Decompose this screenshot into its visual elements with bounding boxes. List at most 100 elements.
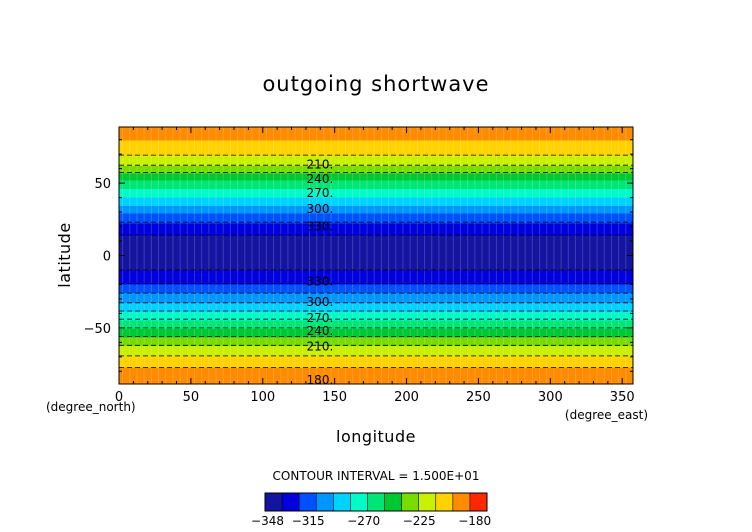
contour-band <box>119 138 633 141</box>
contour-band <box>119 209 633 212</box>
plot-area <box>119 127 633 385</box>
contour-band <box>119 274 633 277</box>
contour-band <box>119 372 633 375</box>
contour-band <box>119 229 633 232</box>
contour-band <box>119 269 633 272</box>
contour-band <box>119 131 633 134</box>
contour-band <box>119 246 633 249</box>
contour-band <box>119 132 633 135</box>
contour-band <box>119 172 633 175</box>
contour-band <box>119 322 633 325</box>
x-unit-label: (degree_east) <box>565 408 648 422</box>
contour-band <box>119 346 633 349</box>
contour-band <box>119 252 633 255</box>
contour-band <box>119 231 633 234</box>
contour-band <box>119 228 633 231</box>
contour-band <box>119 286 633 289</box>
y-axis: 50 0 −50 <box>84 139 633 372</box>
x-tick-label: 200 <box>394 390 419 405</box>
contour-band <box>119 271 633 274</box>
colorbar-labels: −348 −315 −270 −225 −180 <box>251 514 491 528</box>
contour-band <box>119 149 633 152</box>
contour-band <box>119 226 633 229</box>
contour-band <box>119 266 633 269</box>
contour-band <box>119 238 633 241</box>
contour-band <box>119 182 633 185</box>
contour-band <box>119 145 633 148</box>
contour-lines <box>119 154 633 368</box>
colorbar-tick-label: −180 <box>458 514 491 528</box>
contour-band <box>119 185 633 188</box>
x-tick-label: 300 <box>538 390 563 405</box>
contour-band <box>119 255 633 258</box>
colorbar-frame <box>264 492 488 512</box>
contour-band <box>119 352 633 355</box>
contour-band <box>119 214 633 217</box>
contour-band <box>119 381 633 384</box>
contour-band <box>119 312 633 315</box>
contour-label: 270. <box>307 186 334 200</box>
contour-band <box>119 332 633 335</box>
contour-band <box>119 144 633 147</box>
contour-band <box>119 325 633 328</box>
contour-band <box>119 211 633 214</box>
contour-band <box>119 225 633 228</box>
contour-band <box>119 329 633 332</box>
contour-band <box>119 336 633 339</box>
colorbar-swatch <box>435 493 454 511</box>
contour-labels: 210.240.270.300.330.330.300.270.240.210.… <box>307 157 334 387</box>
contour-band <box>119 176 633 179</box>
colorbar-swatch <box>401 493 420 511</box>
contour-band <box>119 285 633 288</box>
contour-band <box>119 195 633 198</box>
contour-band <box>119 306 633 309</box>
contour-band <box>119 354 633 357</box>
contour-band <box>119 355 633 358</box>
contour-band <box>119 148 633 151</box>
contour-band <box>119 235 633 238</box>
contour-band <box>119 245 633 248</box>
contour-band <box>119 369 633 372</box>
contour-band <box>119 379 633 382</box>
contour-band <box>119 304 633 307</box>
contour-band <box>119 189 633 192</box>
colorbar-swatch <box>282 493 300 511</box>
contour-band <box>119 244 633 247</box>
colorbar-swatch <box>265 493 283 511</box>
contour-band <box>119 371 633 374</box>
contour-band <box>119 162 633 165</box>
contour-band <box>119 194 633 197</box>
contour-band <box>119 248 633 251</box>
colorbar-tick-label: −270 <box>347 514 380 528</box>
x-tick-label: 100 <box>250 390 275 405</box>
contour-band <box>119 301 633 304</box>
contour-band <box>119 169 633 172</box>
contour-band <box>119 179 633 182</box>
y-tick-label: −50 <box>84 322 111 337</box>
contour-band <box>119 204 633 207</box>
x-tick-label: 150 <box>322 390 347 405</box>
contour-band <box>119 241 633 244</box>
contour-band <box>119 368 633 371</box>
contour-band <box>119 198 633 201</box>
contour-band <box>119 375 633 378</box>
contour-band <box>119 218 633 221</box>
contour-band <box>119 296 633 299</box>
contour-band <box>119 295 633 298</box>
contour-band <box>119 292 633 295</box>
contour-band <box>119 146 633 150</box>
contour-band <box>119 328 633 331</box>
contour-band <box>119 342 633 345</box>
y-tick-label: 0 <box>103 250 111 265</box>
contour-band <box>119 276 633 279</box>
contour-band <box>119 265 633 268</box>
contour-band <box>119 376 633 379</box>
y-axis-label: latitude <box>55 222 74 287</box>
contour-band <box>119 141 633 144</box>
contour-band <box>119 288 633 291</box>
contour-band <box>119 359 633 362</box>
contour-band <box>119 191 633 194</box>
contour-band <box>119 199 633 202</box>
contour-band <box>119 319 633 322</box>
contour-band <box>119 339 633 342</box>
